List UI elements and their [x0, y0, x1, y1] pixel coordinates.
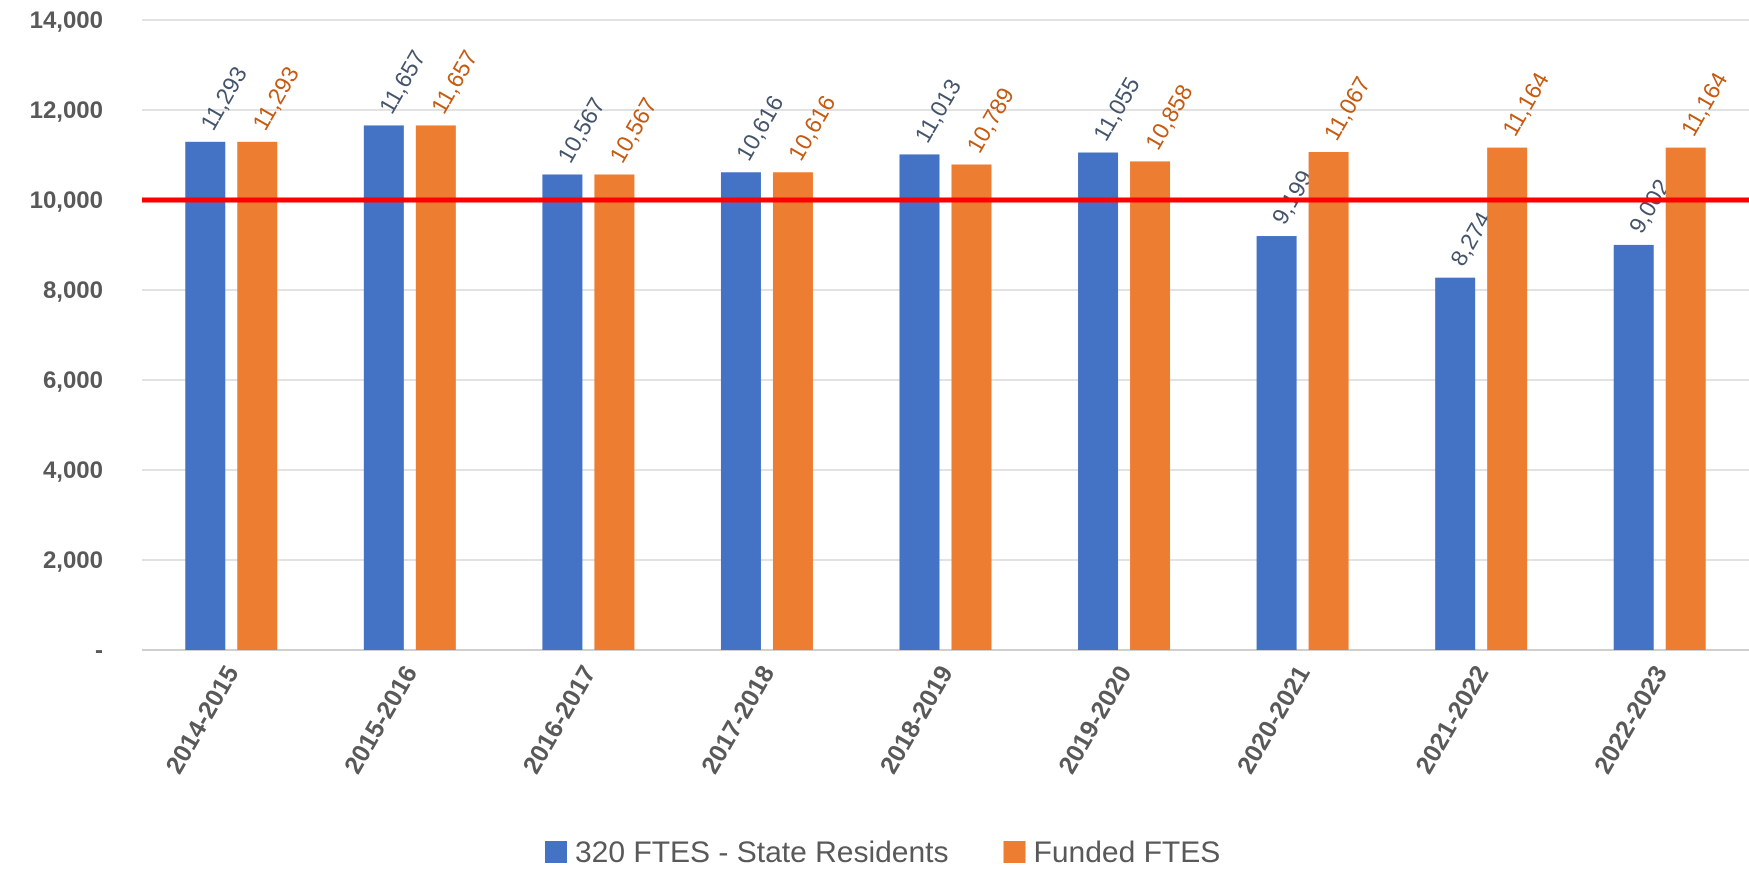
data-label: 11,657	[374, 45, 431, 117]
bar	[1078, 152, 1119, 650]
bar	[1130, 161, 1171, 650]
y-tick-label: 6,000	[43, 367, 103, 394]
data-label: 11,067	[1318, 72, 1375, 144]
bar	[1256, 236, 1297, 651]
data-label: 10,616	[731, 91, 789, 165]
y-tick-label: 12,000	[30, 97, 103, 124]
x-tick-label: 2017-2018	[696, 661, 780, 779]
data-label: 10,567	[552, 93, 610, 167]
bar	[772, 172, 813, 650]
x-tick-label: 2015-2016	[339, 661, 423, 779]
bar	[720, 172, 761, 650]
y-tick-label: 4,000	[43, 457, 103, 484]
bar	[1487, 147, 1528, 650]
data-label: 11,657	[426, 45, 483, 117]
y-tick-label: 8,000	[43, 277, 103, 304]
bar	[1665, 147, 1706, 650]
x-tick-label: 2020-2021	[1232, 661, 1316, 779]
x-tick-label: 2014-2015	[160, 661, 244, 779]
bar	[363, 125, 404, 650]
y-tick-label: 2,000	[43, 547, 103, 574]
data-label: 11,055	[1088, 73, 1145, 145]
legend-swatch	[545, 841, 567, 863]
x-tick-label: 2021-2022	[1410, 661, 1494, 779]
x-tick-label: 2022-2023	[1589, 661, 1673, 779]
bar	[415, 125, 456, 650]
bar	[237, 141, 278, 650]
y-tick-label: 10,000	[30, 187, 103, 214]
data-label: 11,164	[1497, 67, 1554, 140]
data-label: 11,293	[247, 62, 304, 134]
bar	[899, 154, 940, 651]
legend-label: Funded FTES	[1034, 836, 1221, 869]
data-label: 10,616	[783, 91, 841, 165]
bar	[542, 174, 583, 651]
data-label: 10,789	[961, 83, 1019, 157]
bar	[1435, 277, 1476, 650]
x-tick-label: 2016-2017	[518, 661, 602, 779]
bar	[1613, 244, 1654, 650]
data-label: 11,164	[1676, 67, 1733, 140]
data-label: 11,293	[195, 62, 252, 134]
legend-swatch	[1003, 841, 1026, 863]
bar	[185, 141, 226, 650]
y-tick-label: 14,000	[30, 7, 103, 34]
data-label: 10,858	[1140, 80, 1198, 154]
bar	[1308, 151, 1349, 651]
legend-label: 320 FTES - State Residents	[575, 836, 949, 869]
bar	[594, 174, 635, 651]
bar	[951, 164, 992, 650]
x-tick-label: 2019-2020	[1053, 661, 1137, 779]
data-label: 10,567	[604, 93, 662, 167]
y-tick-label: -	[95, 637, 103, 664]
x-tick-label: 2018-2019	[875, 661, 959, 779]
